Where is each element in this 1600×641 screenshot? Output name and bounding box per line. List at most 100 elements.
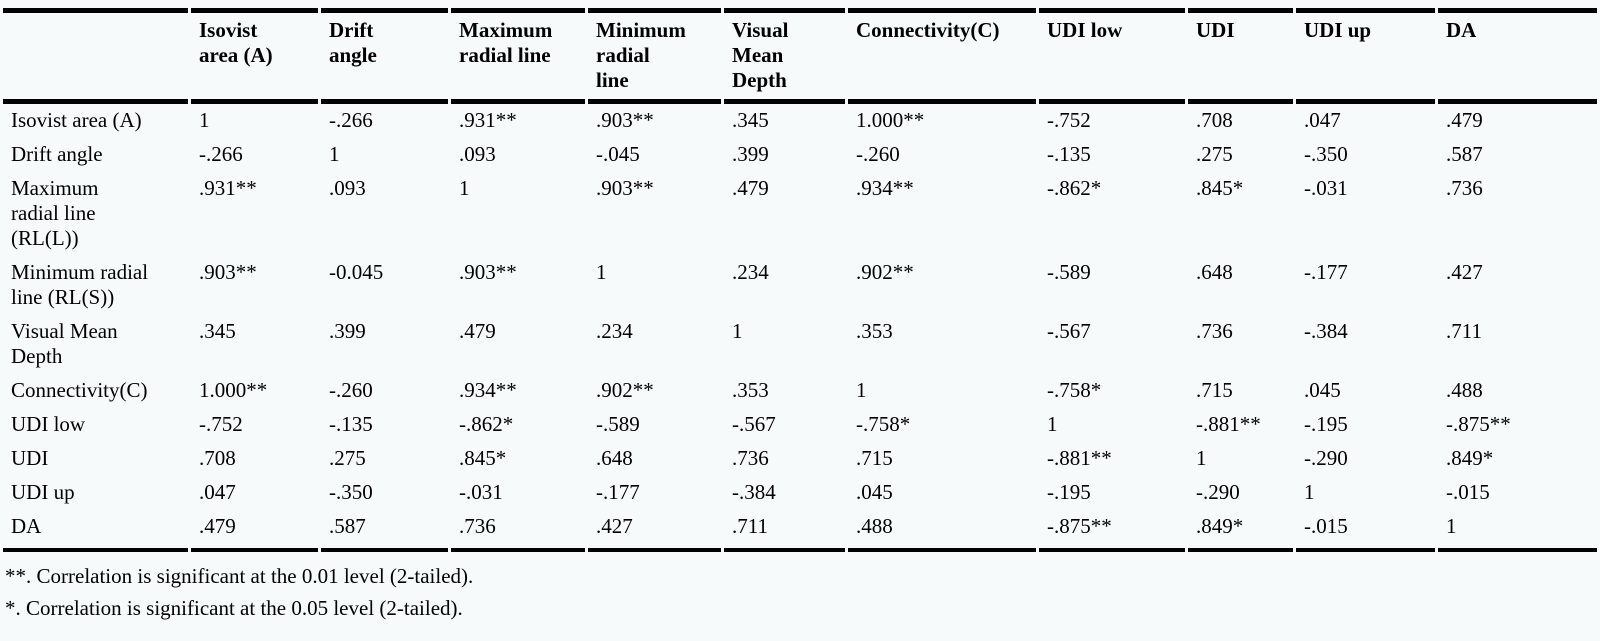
correlation-value-cell: .587 <box>321 510 448 552</box>
correlation-value-cell: -.260 <box>329 378 373 402</box>
correlation-value-cell: -.135 <box>329 412 373 436</box>
correlation-value-cell: .353 <box>732 378 769 402</box>
correlation-value-cell: 1 <box>1047 412 1058 436</box>
correlation-value-cell: .845* <box>1196 176 1244 200</box>
correlation-value-cell: .736 <box>732 446 769 470</box>
correlation-value-cell: -.045 <box>596 142 640 166</box>
correlation-value-cell: .902** <box>856 260 914 284</box>
correlation-value-cell: .845* <box>459 446 507 470</box>
correlation-value-cell: -.875** <box>1039 510 1185 552</box>
correlation-value-cell: .849* <box>1446 446 1494 470</box>
correlation-value-cell: -.135 <box>1047 142 1091 166</box>
correlation-value-cell: .711 <box>724 510 845 552</box>
correlation-value-cell: .648 <box>596 446 633 470</box>
correlation-value-cell: -.752 <box>199 412 243 436</box>
correlation-value-cell: .902** <box>596 378 654 402</box>
correlation-value-cell: -.195 <box>1304 412 1348 436</box>
correlation-value-cell: 1.000** <box>199 378 268 402</box>
correlation-value-cell: 1 <box>329 142 340 166</box>
correlation-value-cell: -.881** <box>1196 412 1261 436</box>
correlation-value-cell: .715 <box>856 446 893 470</box>
column-header: Maximum radial line <box>451 8 585 104</box>
correlation-value-cell: .931** <box>459 108 517 132</box>
correlation-value-cell: -.350 <box>329 480 373 504</box>
correlation-value-cell: -.567 <box>1047 319 1091 343</box>
correlation-value-cell: .234 <box>732 260 769 284</box>
correlation-value-cell: 1 <box>1304 480 1315 504</box>
correlation-value-cell: .399 <box>329 319 366 343</box>
correlation-value-cell: .275 <box>329 446 366 470</box>
correlation-value-cell: .479 <box>1446 108 1483 132</box>
correlation-value-cell: -.752 <box>1047 108 1091 132</box>
row-label: Drift angle <box>11 142 103 166</box>
correlation-value-cell: .708 <box>1196 108 1233 132</box>
correlation-table-body: Isovist area (A) 1 -.266 .931** .903** .345 1.… <box>3 104 1597 552</box>
correlation-value-cell: -.350 <box>1304 142 1348 166</box>
correlation-value-cell: .047 <box>1304 108 1341 132</box>
correlation-value-cell: .736 <box>451 510 585 552</box>
correlation-value-cell: -0.045 <box>329 260 384 284</box>
correlation-value-cell: -.195 <box>1047 480 1091 504</box>
correlation-value-cell: -.031 <box>459 480 503 504</box>
table-row: UDI up .047 -.350 -.031 -.177 -.384 .045 -.195 -… <box>3 476 1597 510</box>
correlation-table: Isovist area (A) Drift angle Maximum radia… <box>0 8 1600 552</box>
correlation-value-cell: 1 <box>856 378 867 402</box>
table-row: Connectivity(C) 1.000** -.260 .934** .902**.… <box>3 374 1597 408</box>
correlation-value-cell: .479 <box>191 510 318 552</box>
correlation-value-cell: -.862* <box>459 412 514 436</box>
column-header: Connectivity(C) <box>848 8 1036 104</box>
correlation-value-cell: 1 <box>1196 446 1207 470</box>
correlation-value-cell: .736 <box>1446 176 1483 200</box>
correlation-value-cell: .736 <box>1196 319 1233 343</box>
correlation-value-cell: .903** <box>199 260 257 284</box>
correlation-value-cell: -.384 <box>1304 319 1348 343</box>
correlation-value-cell: .479 <box>459 319 496 343</box>
table-row: Maximum radial line (RL(L)) .931** .093 1 .9… <box>3 172 1597 256</box>
correlation-value-cell: .648 <box>1196 260 1233 284</box>
column-header: UDI up <box>1296 8 1435 104</box>
correlation-value-cell: -.266 <box>329 108 373 132</box>
correlation-value-cell: .488 <box>848 510 1036 552</box>
column-header: Minimum radial line <box>588 8 721 104</box>
correlation-value-cell: -.881** <box>1047 446 1112 470</box>
correlation-value-cell: .931** <box>199 176 257 200</box>
correlation-table-head: Isovist area (A) Drift angle Maximum radia… <box>3 8 1597 104</box>
column-header: UDI <box>1188 8 1293 104</box>
correlation-value-cell: 1 <box>732 319 743 343</box>
correlation-value-cell: .711 <box>1446 319 1482 343</box>
table-row: DA .479.587.736.427.711.488 -.875** .849* -.… <box>3 510 1597 552</box>
correlation-value-cell: -.177 <box>596 480 640 504</box>
correlation-value-cell: .903** <box>459 260 517 284</box>
correlation-value-cell: .353 <box>856 319 893 343</box>
table-row: UDI .708 .275 .845* .648 .736 .715 -.881** 1 -.29… <box>3 442 1597 476</box>
row-label: Visual Mean Depth <box>11 319 118 368</box>
correlation-value-cell: .275 <box>1196 142 1233 166</box>
correlation-value-cell: -.015 <box>1296 510 1435 552</box>
column-header: Isovist area (A) <box>191 8 318 104</box>
correlation-value-cell: .903** <box>596 108 654 132</box>
correlation-value-cell: -.862* <box>1047 176 1102 200</box>
correlation-value-cell: .093 <box>459 142 496 166</box>
correlation-value-cell: .427 <box>1446 260 1483 284</box>
correlation-value-cell: .399 <box>732 142 769 166</box>
correlation-value-cell: .934** <box>856 176 914 200</box>
correlation-value-cell: .045 <box>1304 378 1341 402</box>
correlation-value-cell: .045 <box>856 480 893 504</box>
row-label: UDI low <box>11 412 86 436</box>
correlation-value-cell: -.015 <box>1446 480 1490 504</box>
correlation-value-cell: 1.000** <box>856 108 925 132</box>
table-row: Minimum radial line (RL(S)) .903** -0.045.… <box>3 256 1597 315</box>
correlation-value-cell: -.266 <box>199 142 243 166</box>
correlation-value-cell: .427 <box>588 510 721 552</box>
row-label: UDI <box>11 446 49 470</box>
correlation-value-cell: -.589 <box>1047 260 1091 284</box>
table-footnotes: **. Correlation is significant at the 0.… <box>0 564 1600 621</box>
correlation-value-cell: .093 <box>329 176 366 200</box>
correlation-value-cell: .715 <box>1196 378 1233 402</box>
table-row: UDI low -.752 -.135 -.862* -.589 -.567 -.758* 1… <box>3 408 1597 442</box>
correlation-value-cell: .345 <box>199 319 236 343</box>
row-label: UDI up <box>11 480 75 504</box>
correlation-value-cell: -.290 <box>1196 480 1240 504</box>
correlation-value-cell: -.290 <box>1304 446 1348 470</box>
